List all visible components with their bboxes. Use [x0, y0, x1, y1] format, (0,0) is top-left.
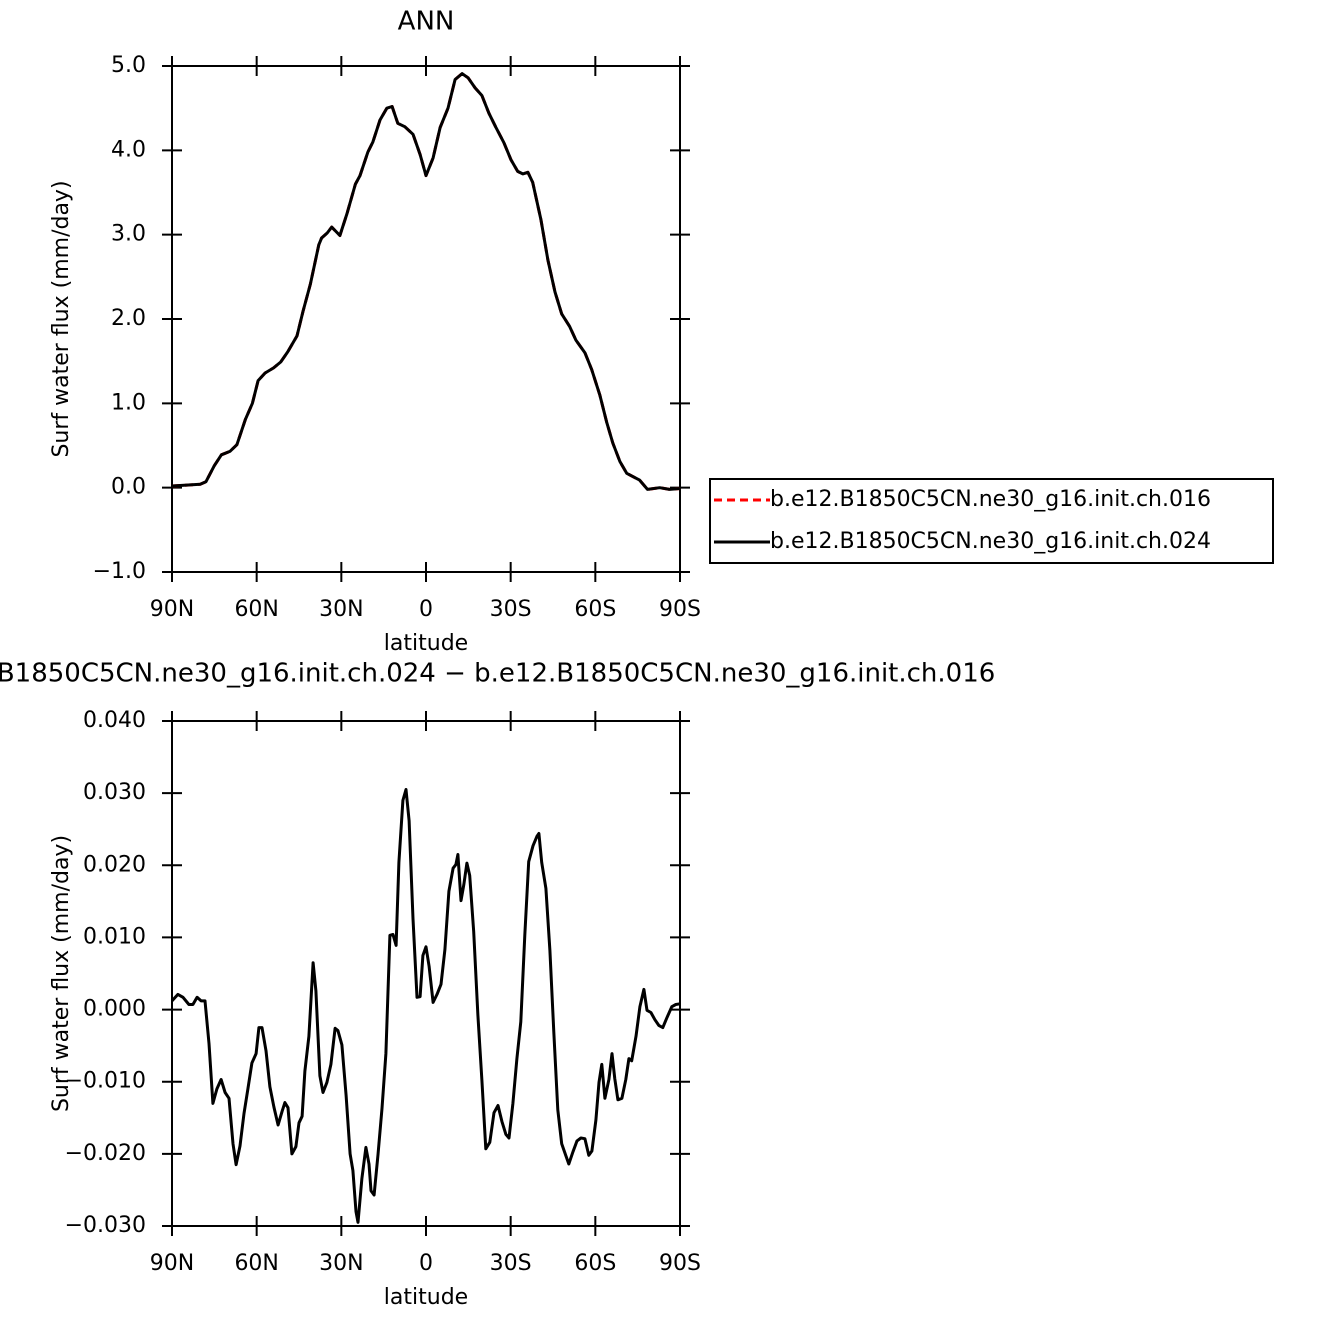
- y-tick-label: −0.010: [65, 1069, 146, 1094]
- y-tick-label: 0.010: [83, 924, 146, 949]
- chart-title: ANN: [398, 7, 455, 37]
- x-tick-label: 0: [419, 597, 433, 622]
- x-tick-label: 30N: [319, 1251, 363, 1276]
- y-tick-label: 0.030: [83, 780, 146, 805]
- y-tick-label: 0.020: [83, 852, 146, 877]
- x-tick-label: 60N: [234, 1251, 278, 1276]
- x-tick-label: 60S: [574, 597, 616, 622]
- chart-title: b.e12.B1850C5CN.ne30_g16.init.ch.024 − b…: [0, 659, 995, 689]
- y-tick-label: 3.0: [111, 222, 146, 247]
- legend-box: [709, 478, 1274, 564]
- y-axis-title: Surf water flux (mm/day): [49, 180, 74, 457]
- x-tick-label: 30S: [490, 597, 532, 622]
- x-tick-label: 30S: [490, 1251, 532, 1276]
- y-tick-label: 0.0: [111, 475, 146, 500]
- x-tick-label: 90N: [150, 1251, 194, 1276]
- x-axis-title: latitude: [384, 1285, 468, 1310]
- x-tick-label: 60S: [574, 1251, 616, 1276]
- x-tick-label: 0: [419, 1251, 433, 1276]
- x-tick-label: 60N: [234, 597, 278, 622]
- y-tick-label: 0.000: [83, 997, 146, 1022]
- x-tick-label: 90S: [659, 597, 701, 622]
- y-tick-label: 0.040: [83, 708, 146, 733]
- plot-frame: [171, 65, 681, 573]
- y-tick-label: 2.0: [111, 306, 146, 331]
- y-tick-label: −0.030: [65, 1213, 146, 1238]
- legend-label: b.e12.B1850C5CN.ne30_g16.init.ch.016: [770, 487, 1211, 512]
- x-tick-label: 90N: [150, 597, 194, 622]
- y-tick-label: −1.0: [93, 559, 146, 584]
- data-line: [170, 788, 681, 1224]
- x-tick-label: 90S: [659, 1251, 701, 1276]
- y-tick-label: 1.0: [111, 390, 146, 415]
- x-axis-title: latitude: [384, 631, 468, 656]
- y-axis-title: Surf water flux (mm/day): [49, 835, 74, 1112]
- plot-frame: [171, 720, 681, 1227]
- y-tick-label: 4.0: [111, 137, 146, 162]
- data-line: [171, 72, 681, 491]
- y-tick-label: −0.020: [65, 1141, 146, 1166]
- legend-label: b.e12.B1850C5CN.ne30_g16.init.ch.024: [770, 529, 1211, 554]
- data-line: [171, 72, 681, 491]
- x-tick-label: 30N: [319, 597, 363, 622]
- y-tick-label: 5.0: [111, 53, 146, 78]
